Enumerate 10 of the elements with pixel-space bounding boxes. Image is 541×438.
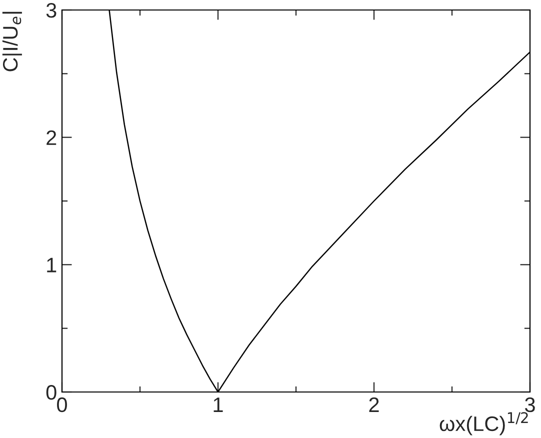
x-tick-label: 3 (525, 397, 535, 412)
x-tick-label: 2 (369, 397, 379, 412)
y-tick-label: 3 (46, 3, 56, 18)
y-tick-label: 2 (46, 130, 56, 145)
y-tick-label: 1 (47, 258, 56, 272)
y-axis-title: C|I/U$_{e}$| (2, 12, 22, 72)
x-tick-label: 0 (57, 397, 67, 412)
y-tick-label: 0 (46, 385, 56, 400)
x-tick-label: 1 (214, 398, 223, 412)
x-axis-title: ωx(LC)$^{1/2}$ (440, 412, 528, 436)
